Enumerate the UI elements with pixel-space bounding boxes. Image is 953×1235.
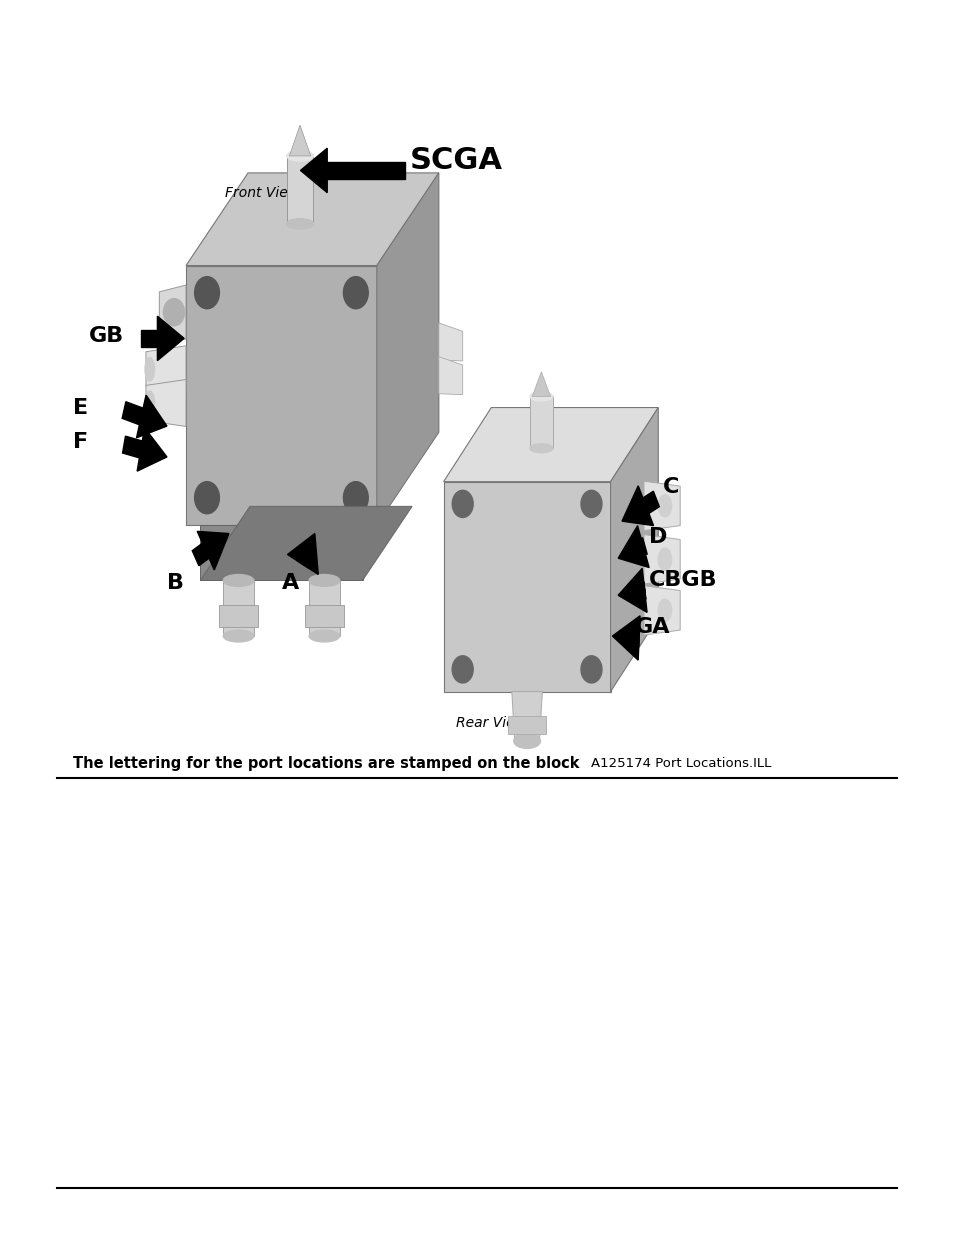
Polygon shape [218,605,258,627]
Polygon shape [122,436,142,458]
Polygon shape [193,543,209,566]
Polygon shape [141,330,157,347]
Circle shape [580,490,601,517]
Text: B: B [167,573,184,593]
Ellipse shape [145,358,154,382]
Ellipse shape [223,574,253,587]
Circle shape [194,277,219,309]
Polygon shape [159,285,186,340]
Polygon shape [610,408,658,692]
Ellipse shape [658,548,671,571]
Circle shape [343,277,368,309]
Polygon shape [289,125,311,156]
Polygon shape [618,568,646,613]
Polygon shape [287,534,318,574]
Ellipse shape [287,219,313,228]
Text: GA: GA [634,618,669,637]
Polygon shape [642,492,659,514]
Polygon shape [643,582,645,599]
Polygon shape [618,526,648,568]
Polygon shape [146,379,186,426]
Ellipse shape [513,734,539,748]
Polygon shape [146,346,186,393]
Polygon shape [327,162,405,179]
Text: The lettering for the port locations are stamped on the block: The lettering for the port locations are… [72,756,578,771]
Polygon shape [529,396,553,448]
Text: SCGA: SCGA [410,146,502,175]
Polygon shape [438,357,462,395]
Polygon shape [304,605,344,627]
Polygon shape [511,692,541,741]
Polygon shape [197,531,229,571]
Text: GB: GB [89,326,124,346]
Text: A: A [281,573,298,593]
Polygon shape [300,148,327,193]
Polygon shape [629,629,639,647]
Polygon shape [296,555,311,568]
Polygon shape [157,316,184,361]
Text: C: C [662,477,679,496]
Polygon shape [376,173,438,525]
Ellipse shape [309,574,339,587]
Ellipse shape [287,151,313,161]
Polygon shape [136,395,167,438]
Ellipse shape [658,495,671,517]
Polygon shape [137,427,167,471]
Ellipse shape [309,630,339,642]
Text: Rear View: Rear View [456,716,526,730]
Polygon shape [643,535,679,584]
Circle shape [163,299,184,326]
Text: Front View: Front View [225,186,299,200]
Polygon shape [122,401,143,425]
Polygon shape [621,485,653,526]
Polygon shape [532,372,550,396]
Circle shape [343,482,368,514]
Text: D: D [648,527,666,547]
Polygon shape [223,580,253,636]
Text: E: E [72,398,88,417]
Ellipse shape [658,599,671,621]
Polygon shape [507,716,545,734]
Text: A125174 Port Locations.ILL: A125174 Port Locations.ILL [591,757,771,769]
Circle shape [580,656,601,683]
Circle shape [194,482,219,514]
Polygon shape [640,537,646,555]
Ellipse shape [530,443,553,453]
Polygon shape [309,580,339,636]
Polygon shape [200,506,412,580]
Polygon shape [643,482,679,531]
Polygon shape [612,616,639,661]
Text: F: F [72,432,88,452]
Circle shape [452,656,473,683]
Polygon shape [200,525,362,580]
Polygon shape [443,408,658,482]
Ellipse shape [530,391,553,401]
Text: CBGB: CBGB [648,571,717,590]
Ellipse shape [223,630,253,642]
Polygon shape [186,266,376,525]
Ellipse shape [145,391,154,415]
Polygon shape [438,324,462,361]
Polygon shape [287,156,313,224]
Circle shape [452,490,473,517]
Polygon shape [186,173,438,266]
Polygon shape [643,585,679,635]
Polygon shape [443,482,610,692]
